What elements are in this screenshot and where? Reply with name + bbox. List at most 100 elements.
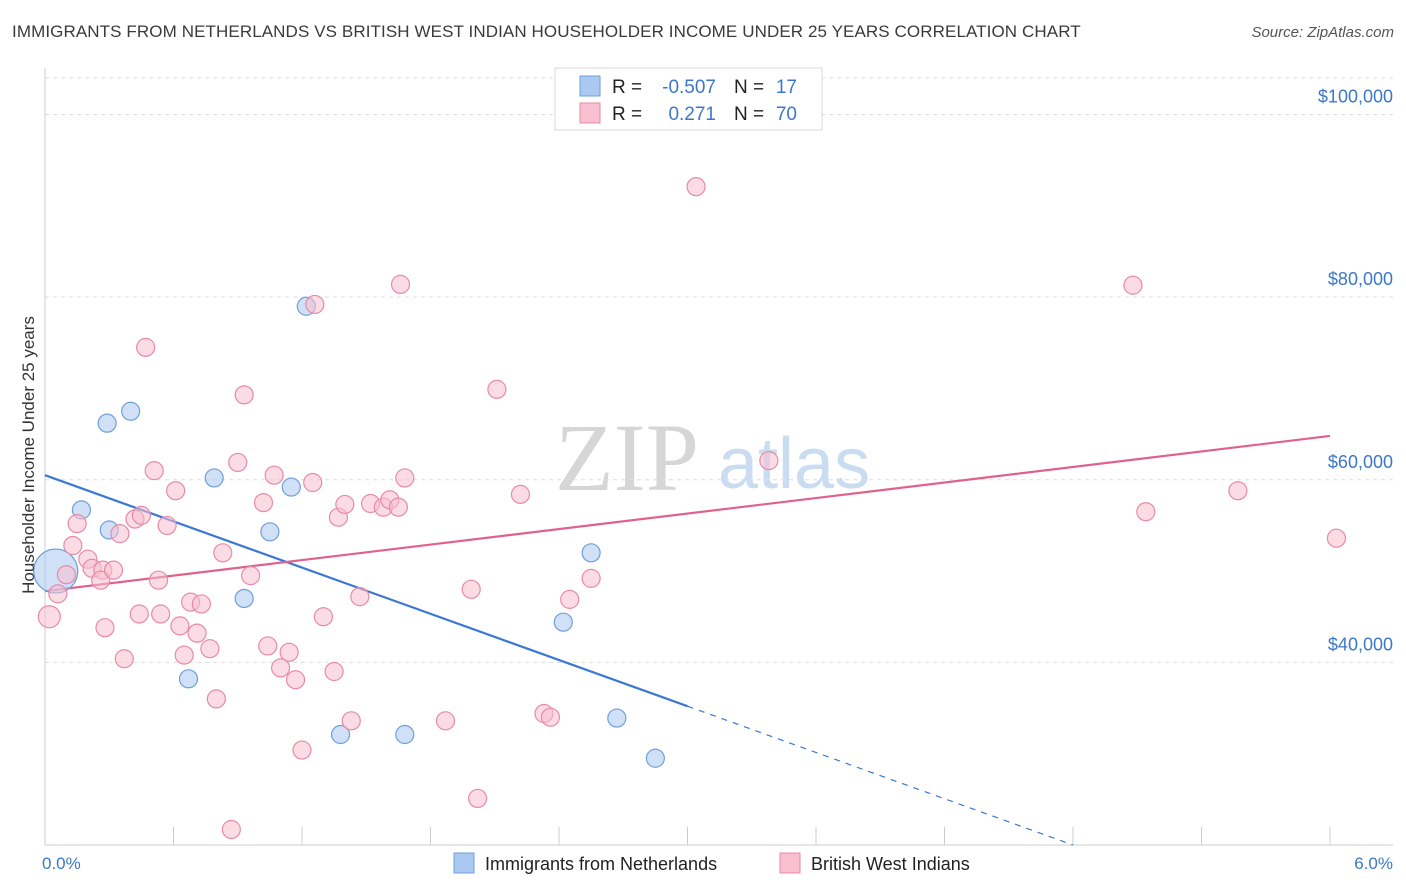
point-netherlands xyxy=(581,543,601,563)
point-british-west-indians xyxy=(56,565,77,585)
point-british-west-indians xyxy=(95,618,115,638)
point-netherlands xyxy=(234,588,254,609)
legend-r-value-1: -0.507 xyxy=(662,77,716,98)
point-british-west-indians xyxy=(63,535,83,556)
point-british-west-indians xyxy=(166,481,186,501)
point-british-west-indians xyxy=(487,379,507,399)
point-british-west-indians xyxy=(335,494,355,515)
point-british-west-indians xyxy=(461,579,481,599)
point-british-west-indians xyxy=(279,642,299,662)
point-british-west-indians xyxy=(1136,502,1156,522)
correlation-legend: R = -0.507 N = 17 R = 0.271 N = 70 xyxy=(554,67,823,131)
point-british-west-indians xyxy=(303,472,323,493)
point-netherlands xyxy=(330,724,351,745)
point-british-west-indians xyxy=(313,607,334,627)
watermark-zip: ZIP xyxy=(555,404,699,511)
legend-r-label-1: R = xyxy=(612,77,642,98)
point-british-west-indians xyxy=(258,636,278,656)
point-british-west-indians xyxy=(221,819,241,840)
point-british-west-indians xyxy=(103,560,124,580)
point-netherlands xyxy=(553,612,573,632)
legend-swatch-british-west-indians xyxy=(579,102,601,124)
point-netherlands xyxy=(281,477,301,497)
point-british-west-indians xyxy=(1228,481,1248,501)
point-british-west-indians xyxy=(540,707,561,727)
legend-n-value-2: 70 xyxy=(776,104,797,125)
legend-n-label-1: N = xyxy=(734,77,764,98)
point-british-west-indians xyxy=(67,513,87,534)
point-british-west-indians xyxy=(435,711,456,731)
point-netherlands xyxy=(204,468,224,488)
point-british-west-indians xyxy=(91,570,111,590)
point-british-west-indians xyxy=(151,604,171,624)
series-legend-swatch-netherlands xyxy=(453,852,475,874)
y-axis-label: Householder Income Under 25 years xyxy=(19,316,38,594)
legend-r-value-2: 0.271 xyxy=(668,104,716,125)
point-british-west-indians xyxy=(48,584,68,604)
point-british-west-indians xyxy=(187,623,207,643)
point-british-west-indians xyxy=(581,568,601,588)
point-british-west-indians xyxy=(228,452,248,473)
point-british-west-indians xyxy=(131,505,151,525)
point-british-west-indians xyxy=(136,337,156,357)
legend-n-label-2: N = xyxy=(734,104,764,125)
point-british-west-indians xyxy=(174,645,194,665)
y-tick-label: $60,000 xyxy=(1328,452,1393,472)
point-british-west-indians xyxy=(468,788,488,809)
y-tick-label: $80,000 xyxy=(1328,269,1393,289)
point-british-west-indians xyxy=(144,461,164,481)
point-british-west-indians xyxy=(324,661,344,682)
point-british-west-indians xyxy=(350,587,370,607)
point-netherlands xyxy=(97,413,117,433)
point-british-west-indians xyxy=(264,465,284,485)
series-legend-label-netherlands: Immigrants from Netherlands xyxy=(485,854,717,874)
chart-title: IMMIGRANTS FROM NETHERLANDS VS BRITISH W… xyxy=(12,22,1081,41)
point-british-west-indians xyxy=(253,492,274,513)
point-british-west-indians xyxy=(37,605,61,629)
x-tick-label-min: 0.0% xyxy=(42,854,81,873)
y-tick-labels: $40,000 $60,000 $80,000 $100,000 xyxy=(1318,87,1393,655)
trend-line-netherlands-extension xyxy=(687,705,1074,846)
axes xyxy=(44,68,1393,846)
point-british-west-indians xyxy=(1123,275,1143,295)
point-british-west-indians xyxy=(341,711,361,731)
point-british-west-indians xyxy=(388,497,408,517)
point-british-west-indians xyxy=(510,484,531,504)
point-british-west-indians xyxy=(206,689,226,709)
point-british-west-indians xyxy=(395,468,415,488)
series-legend: Immigrants from Netherlands British West… xyxy=(453,852,970,874)
point-british-west-indians xyxy=(241,566,261,586)
source-label: Source: ZipAtlas.com xyxy=(1251,24,1394,41)
point-british-west-indians xyxy=(170,616,190,636)
point-british-west-indians xyxy=(213,543,233,563)
y-tick-label: $40,000 xyxy=(1328,634,1393,654)
series-legend-swatch-british-west-indians xyxy=(779,852,801,874)
point-netherlands xyxy=(607,708,627,728)
point-british-west-indians xyxy=(114,649,134,669)
point-netherlands xyxy=(260,522,280,542)
trend-line-british-west-indians xyxy=(44,434,1331,593)
point-netherlands xyxy=(121,401,141,421)
point-british-west-indians xyxy=(148,570,169,590)
point-british-west-indians xyxy=(759,450,779,471)
point-british-west-indians xyxy=(292,740,312,760)
point-british-west-indians xyxy=(191,594,211,614)
x-tick-label-max: 6.0% xyxy=(1354,854,1393,873)
point-british-west-indians xyxy=(686,177,706,197)
point-british-west-indians xyxy=(285,670,306,690)
series-legend-label-british-west-indians: British West Indians xyxy=(811,854,970,874)
point-british-west-indians xyxy=(129,604,149,624)
point-british-west-indians xyxy=(234,385,254,405)
legend-swatch-netherlands xyxy=(579,75,601,97)
point-british-west-indians xyxy=(390,274,411,294)
legend-n-value-1: 17 xyxy=(776,77,797,98)
point-netherlands xyxy=(645,748,665,768)
point-british-west-indians xyxy=(305,294,325,315)
y-tick-label: $100,000 xyxy=(1318,87,1393,107)
scatter-points xyxy=(33,177,1347,840)
point-british-west-indians xyxy=(560,589,580,609)
point-netherlands xyxy=(395,724,415,745)
point-british-west-indians xyxy=(200,639,220,659)
legend-r-label-2: R = xyxy=(612,104,642,125)
